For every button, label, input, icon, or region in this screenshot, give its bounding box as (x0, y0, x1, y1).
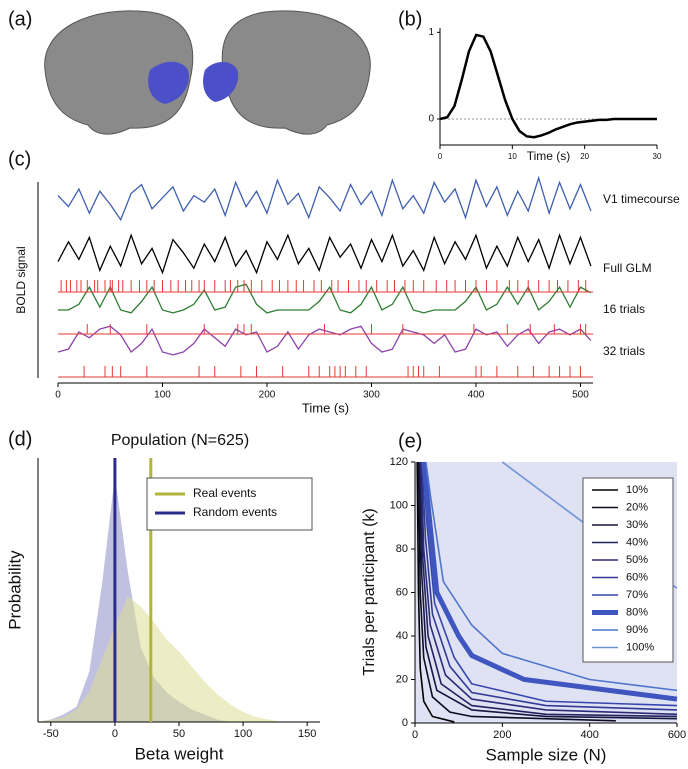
legend-label: 80% (626, 606, 648, 618)
legend-label: 20% (626, 501, 648, 513)
y-tick-label: 60 (396, 586, 408, 598)
roi-right (203, 61, 239, 102)
x-tick-label: 0 (112, 728, 118, 740)
x-tick-label: 150 (298, 728, 316, 740)
brain-images (44, 10, 371, 135)
series-label: V1 timecourse (603, 192, 680, 206)
x-tick-label: 0 (55, 390, 61, 401)
x-tick-label: 600 (668, 729, 686, 741)
power-line (421, 461, 678, 702)
x-tick-label: 100 (154, 390, 171, 401)
brain-left (44, 10, 194, 135)
x-tick-label: 400 (468, 390, 485, 401)
x-tick-label: 50 (173, 728, 185, 740)
panel-label: (d) (8, 428, 32, 450)
power-line (425, 461, 678, 692)
legend-label: 100% (626, 641, 654, 653)
x-tick-label: 30 (653, 152, 662, 161)
series-label: 16 trials (603, 302, 645, 316)
legend-label: 60% (626, 571, 648, 583)
x-tick-label: 500 (572, 390, 589, 401)
x-tick-label: 200 (259, 390, 276, 401)
legend-box (582, 477, 674, 663)
power-line (421, 461, 678, 711)
hrf-line (439, 33, 657, 139)
legend-label: 70% (626, 589, 648, 601)
x-tick-label: 0 (412, 729, 418, 741)
panel-label: (c) (8, 148, 31, 170)
x-axis-label: Sample size (N) (486, 745, 607, 764)
y-tick-label: 20 (396, 673, 408, 685)
x-tick-label: 10 (508, 152, 517, 161)
legend-label: 90% (626, 624, 648, 636)
legend-label: Random events (193, 505, 277, 519)
y-tick-label: 40 (396, 630, 408, 642)
y-axis-label: Trials per participant (k) (361, 508, 378, 675)
trace (57, 175, 592, 222)
y-tick-label: 100 (390, 499, 408, 511)
x-tick-label: 400 (580, 729, 598, 741)
legend-label: 30% (626, 519, 648, 531)
legend-box (146, 477, 313, 531)
x-axis-label: Time (s) (527, 149, 571, 163)
y-tick-label: 80 (396, 543, 408, 555)
x-axis-label: Time (s) (302, 400, 349, 415)
x-tick-label: -50 (43, 728, 59, 740)
legend-label: Real events (193, 486, 256, 500)
series-label: Full GLM (603, 261, 652, 275)
y-tick-label: 1 (428, 27, 434, 38)
y-tick-label: 0 (402, 717, 408, 729)
x-tick-label: 0 (438, 152, 443, 161)
series-label: 32 trials (603, 344, 645, 358)
power-line (416, 461, 455, 723)
panel-label: (a) (8, 8, 32, 30)
y-axis-label: BOLD signal (14, 246, 28, 313)
x-tick-label: 100 (234, 728, 252, 740)
brain-right (221, 10, 371, 135)
power-line (418, 461, 678, 720)
chart-title: Population (N=625) (111, 432, 249, 449)
density-area (38, 596, 320, 722)
x-tick-label: 20 (580, 152, 589, 161)
x-tick-label: 200 (493, 729, 511, 741)
panel-label: (e) (398, 430, 422, 452)
trace (57, 233, 592, 275)
legend-label: 50% (626, 554, 648, 566)
power-line (420, 461, 678, 716)
y-axis-label: Probability (5, 550, 24, 630)
legend-label: 10% (626, 484, 648, 496)
trace (58, 283, 592, 314)
power-line (422, 461, 678, 707)
x-axis-label: Beta weight (135, 744, 224, 763)
panel-label: (b) (398, 8, 422, 30)
x-tick-label: 300 (363, 390, 380, 401)
roi-left (148, 61, 189, 104)
y-tick-label: 0 (428, 114, 434, 125)
legend-label: 40% (626, 536, 648, 548)
power-line (417, 461, 616, 722)
y-tick-label: 120 (390, 456, 408, 468)
power-line (419, 461, 678, 718)
